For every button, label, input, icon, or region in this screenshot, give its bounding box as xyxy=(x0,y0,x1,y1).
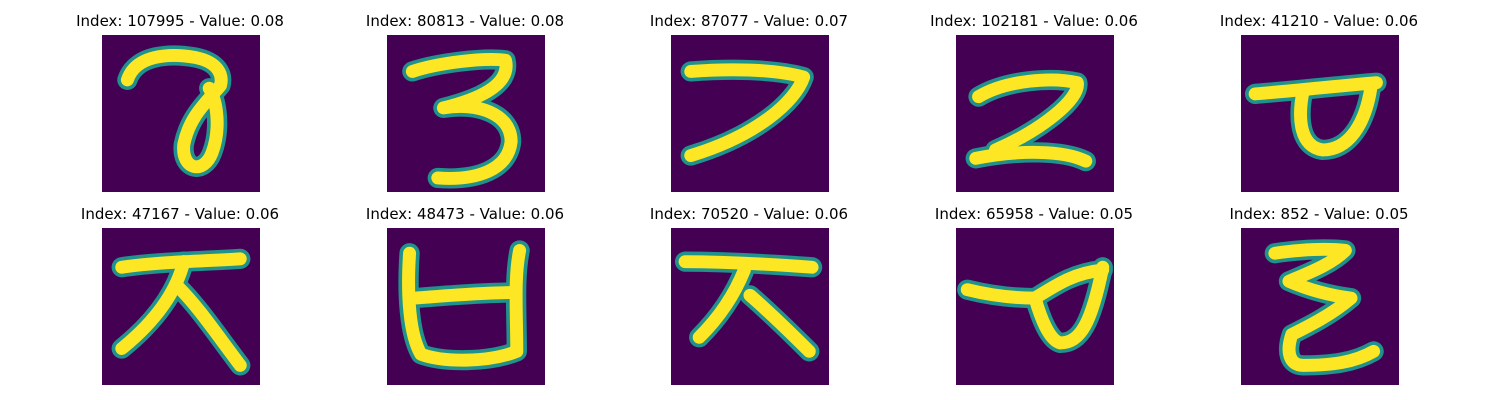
panel-title: Index: 47167 - Value: 0.06 xyxy=(80,205,280,223)
image-panel-4: Index: 102181 - Value: 0.06 xyxy=(894,9,1174,192)
panel-title: Index: 70520 - Value: 0.06 xyxy=(649,205,849,223)
glyph-image xyxy=(671,228,829,385)
panel-title: Index: 102181 - Value: 0.06 xyxy=(930,12,1138,30)
glyph-image xyxy=(1241,228,1399,385)
image-panel-7: Index: 48473 - Value: 0.06 xyxy=(325,202,605,385)
image-panel-3: Index: 87077 - Value: 0.07 xyxy=(609,9,889,192)
panel-title: Index: 65958 - Value: 0.05 xyxy=(934,205,1134,223)
panel-title: Index: 80813 - Value: 0.08 xyxy=(365,12,565,30)
glyph-image xyxy=(102,35,260,192)
glyph-image xyxy=(1241,35,1399,192)
glyph-image xyxy=(956,35,1114,192)
panel-title: Index: 41210 - Value: 0.06 xyxy=(1219,12,1419,30)
image-panel-6: Index: 47167 - Value: 0.06 xyxy=(40,202,320,385)
glyph-image xyxy=(956,228,1114,385)
panel-title: Index: 852 - Value: 0.05 xyxy=(1229,205,1409,223)
glyph-image xyxy=(671,35,829,192)
image-panel-1: Index: 107995 - Value: 0.08 xyxy=(40,9,320,192)
panel-title: Index: 87077 - Value: 0.07 xyxy=(649,12,849,30)
image-panel-9: Index: 65958 - Value: 0.05 xyxy=(894,202,1174,385)
glyph-image xyxy=(387,228,545,385)
image-panel-5: Index: 41210 - Value: 0.06 xyxy=(1179,9,1459,192)
glyph-image xyxy=(102,228,260,385)
panel-title: Index: 107995 - Value: 0.08 xyxy=(76,12,284,30)
image-panel-2: Index: 80813 - Value: 0.08 xyxy=(325,9,605,192)
glyph-image xyxy=(387,35,545,192)
panel-title: Index: 48473 - Value: 0.06 xyxy=(365,205,565,223)
image-panel-8: Index: 70520 - Value: 0.06 xyxy=(609,202,889,385)
image-panel-10: Index: 852 - Value: 0.05 xyxy=(1179,202,1459,385)
